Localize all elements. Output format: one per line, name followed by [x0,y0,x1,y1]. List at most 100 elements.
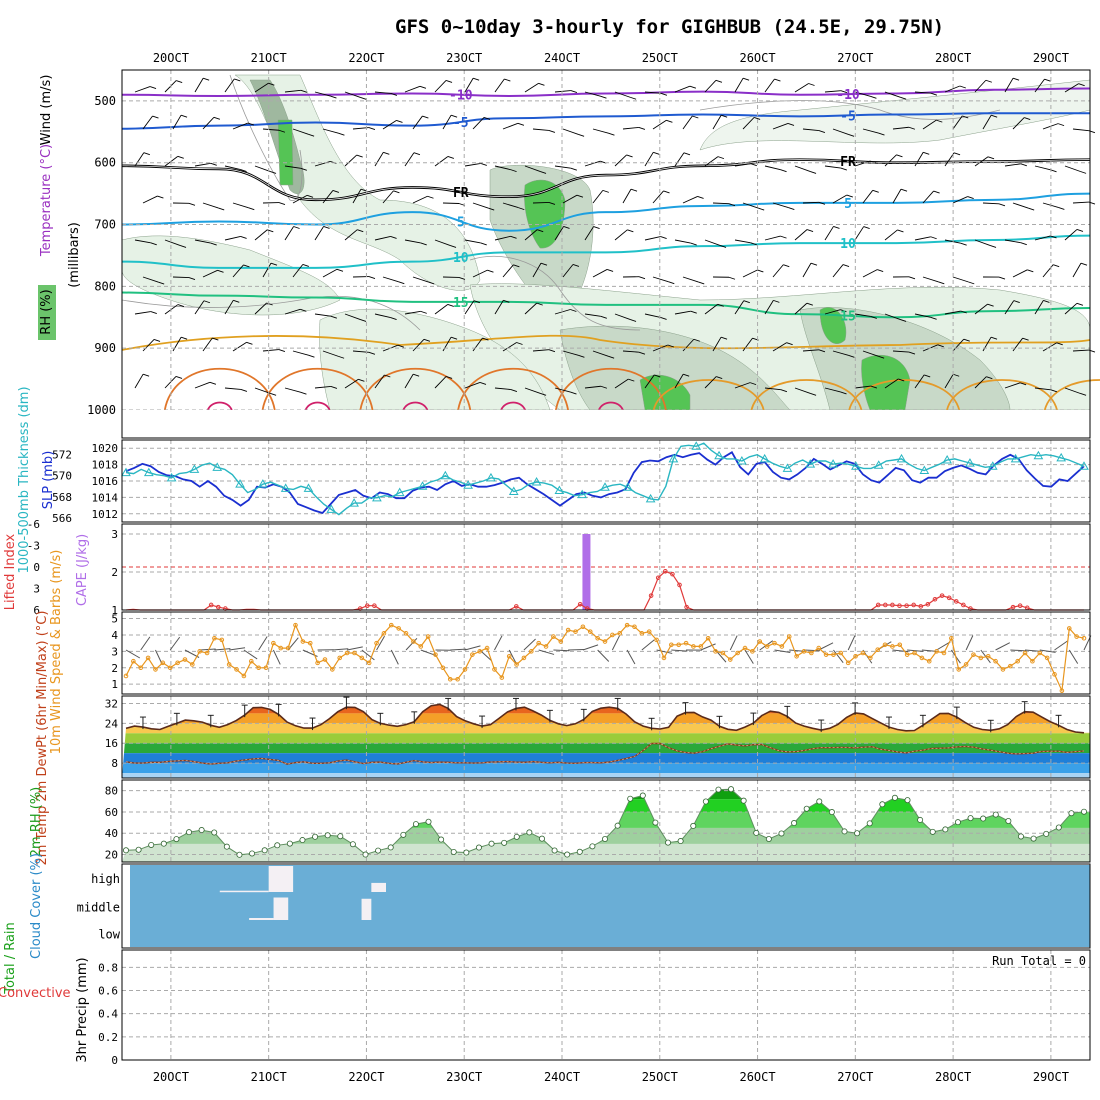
rh2m-marker [589,843,596,850]
rh-shade-region [819,307,847,344]
wind-speed-marker [175,660,180,666]
thickness-marker [965,458,975,467]
wind-barb [862,190,874,204]
wind-barb-flag [877,269,884,273]
wind-speed-marker [167,665,173,671]
wind-barb [892,188,902,204]
surface-wind-barb [965,635,974,651]
wind-barb [832,350,849,356]
pressure-tick-label: 600 [94,156,116,170]
rh-contour-line [699,100,1001,120]
wind-barb [464,382,481,389]
wind-barb-flag [152,115,159,119]
rh-band [122,811,1090,828]
wind-barb [674,239,691,244]
rh2m-marker [337,833,344,840]
surface-wind-barb [125,649,141,659]
wind-barb-flag [692,115,699,119]
wind-barb [134,152,145,167]
wind-barb-flag [870,385,878,389]
surface-wind-barb [847,635,856,651]
rh2m-marker [349,841,356,848]
wind-barb-flag [269,171,277,174]
lifted-index-marker [372,603,377,609]
wind-barb-flag [537,229,544,233]
contour-label-15: 15 [453,296,469,311]
pressure-tick-label: 900 [94,341,116,355]
wind-barb [322,128,339,134]
wind-speed-marker [558,639,564,644]
rh2m-marker [728,786,735,793]
wind-barb-flag [629,319,637,322]
wind-barb-flag [600,315,607,319]
wind-barb [764,300,774,315]
rh2m-marker [463,849,470,856]
surface-wind-barb [1010,649,1027,652]
wind-barb [1034,300,1044,315]
wind-barb-flag [142,373,150,377]
wind-barb-flag [1013,300,1020,304]
wind-barb-flag [428,281,435,285]
wind-barb [614,378,629,389]
wind-speed-line [125,623,1085,693]
surface-temp-contour [652,379,765,411]
wind-barb [494,387,511,390]
rh-tick-label: 20 [105,849,118,862]
wind-barb [554,309,571,315]
wind-barb-flag [608,132,615,136]
wind-barb-flag [368,351,376,355]
wind-barb-flag [960,242,967,246]
wind-speed-marker [786,634,792,639]
wind-barb [644,152,654,167]
rh2m-marker [904,797,911,804]
wind-barb-flag [330,315,337,319]
wind-barb-flag [750,163,757,167]
rh-shade-region [121,235,341,316]
wind-barb-flag [626,154,633,158]
wind-speed-marker [985,653,991,659]
wind-barb-flag [300,167,307,171]
wind-barb [344,313,361,320]
wind-barb [472,202,489,209]
wind-barb-flag [953,373,960,377]
wind-barb-flag [1024,117,1031,121]
wind-barb [322,350,339,357]
wind-barb [494,78,505,93]
wind-barb-flag [667,344,674,348]
wind-barb-flag [1076,228,1084,232]
temp-tick-label: 24 [105,717,119,730]
wind-barb [194,239,211,244]
x-tick-label-bottom: 26OCT [739,1070,775,1084]
wind-barb-flag [412,373,420,377]
wind-barb [1004,163,1021,167]
temperature-contour-10 [121,234,1091,269]
wind-barb-flag [818,130,826,133]
slp-tick-label: 1014 [92,491,119,504]
wind-speed-marker [919,655,925,661]
wind-barb-flag [1080,262,1088,266]
wind-speed-marker [293,622,298,628]
wind-barb [412,195,428,204]
wind-barb [554,387,571,393]
wind-barb-flag [518,207,525,211]
x-tick-label-bottom: 25OCT [642,1070,678,1084]
rh2m-marker [665,839,672,846]
wind-barb [914,236,931,241]
wind-barb [614,91,631,98]
surface-wind-barb [376,635,385,651]
wind-barb-flag [143,152,151,156]
lifted-index-marker [577,601,583,607]
wind-speed-marker [713,649,718,654]
wind-barb-flag [896,154,903,158]
wind-speed-marker [484,645,490,651]
wind-tick-label: 4 [111,629,118,642]
wind-barb [764,235,781,241]
wind-barb-flag [480,163,487,166]
wind-barb-flag [998,276,1006,280]
temp2m-axis-title: 2m Temp 2m DewPt (6hr Min/Max) (°C) [35,611,50,866]
wind-barb-flag [840,90,848,94]
rh-shade-region [559,325,791,411]
wind-barb-flag [728,276,736,280]
surface-wind-barb [995,642,1011,651]
wind-barb [682,338,695,352]
